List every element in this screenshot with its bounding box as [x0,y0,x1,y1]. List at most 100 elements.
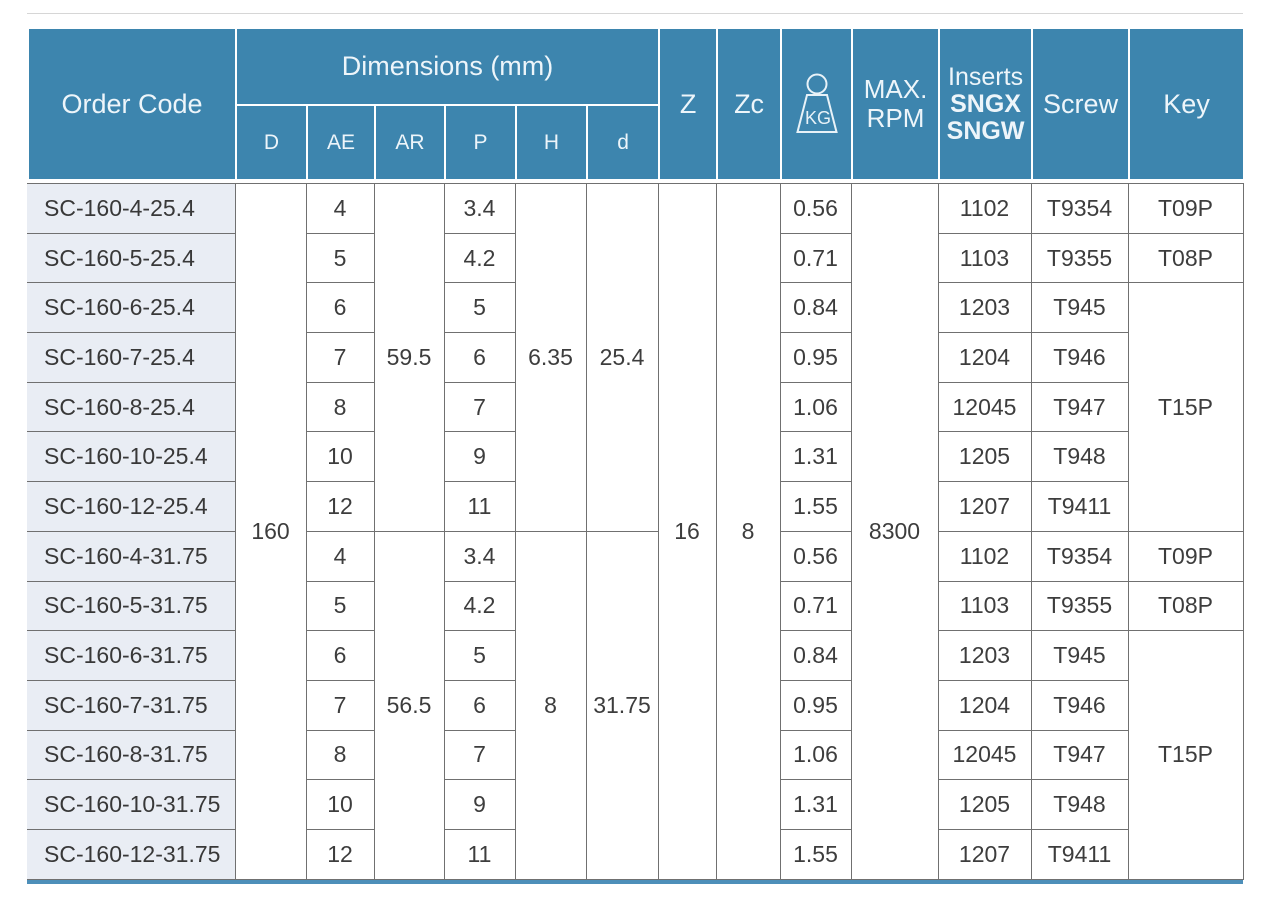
kg-cell: 0.95 [779,332,852,383]
p-cell: 5 [443,630,516,681]
zc-cell: 8 [715,183,781,880]
insert-cell: 1205 [937,779,1032,830]
table-row: SC-160-10-25.4 10 9 1.31 1205 T948 [27,431,1243,483]
screw-cell: T9354 [1030,530,1129,582]
p-cell: 4.2 [443,232,516,284]
max-rpm-line2: RPM [866,103,925,133]
p-cell: 3.4 [443,183,516,234]
ae-cell: 8 [305,729,375,781]
ar-cell: 56.5 [373,530,445,880]
screw-cell: T9355 [1030,232,1129,284]
order-code-cell: SC-160-5-25.4 [27,232,236,284]
p-cell: 6 [443,679,516,731]
order-code-cell: SC-160-6-25.4 [27,282,236,334]
order-code-cell: SC-160-8-25.4 [27,381,236,433]
order-code-cell: SC-160-7-31.75 [27,679,236,731]
table-row: SC-160-4-31.75 4 56.5 3.4 8 31.75 0.56 1… [27,530,1244,880]
p-cell: 3.4 [443,530,516,582]
order-code-cell: SC-160-4-31.75 [27,530,236,582]
screw-cell: T946 [1030,332,1129,383]
ae-cell: 5 [305,232,375,284]
order-code-cell: SC-160-8-31.75 [27,729,236,781]
ae-cell: 7 [305,679,375,731]
kg-cell: 1.06 [779,381,852,433]
order-code-cell: SC-160-12-25.4 [27,481,236,532]
ae-cell: 10 [305,779,375,830]
header-order-code: Order Code [27,27,237,181]
p-cell: 5 [443,282,516,334]
insert-cell: 1207 [937,481,1032,532]
header-dim-h: H [515,104,588,181]
kg-cell: 0.95 [779,679,852,731]
key-cell-merged: T15P [1127,282,1244,532]
order-code-cell: SC-160-7-25.4 [27,332,236,383]
h-cell: 6.35 [514,183,587,532]
header-max-rpm: MAX. RPM [851,27,941,181]
insert-cell: 1102 [937,530,1032,582]
header-screw: Screw [1031,27,1131,181]
header-zc: Zc [716,27,783,181]
header-z: Z [658,27,719,181]
header-dim-ae: AE [306,104,376,181]
header-dim-ar: AR [374,104,446,181]
kg-cell: 0.56 [779,530,852,582]
order-code-cell: SC-160-10-31.75 [27,779,236,830]
key-cell: T08P [1127,580,1244,632]
key-cell: T09P [1127,183,1244,234]
screw-cell: T945 [1030,630,1129,681]
bottom-accent-bar [27,879,1243,884]
max-rpm-line1: MAX. [863,73,928,104]
header-dimensions: Dimensions (mm) [234,27,661,106]
screw-cell: T945 [1030,282,1129,334]
header-dim-d-bore: d [585,104,661,181]
order-code-cell: SC-160-10-25.4 [27,431,236,483]
table-row: SC-160-8-31.75 8 7 1.06 12045 T947 [27,729,1243,781]
h-cell: 8 [514,530,587,880]
kg-cell: 1.06 [779,729,852,781]
ar-cell: 59.5 [373,183,445,532]
kg-cell: 1.55 [779,481,852,532]
insert-cell: 12045 [937,381,1032,433]
max-rpm-cell: 8300 [850,183,939,880]
header-dim-p: P [444,104,517,181]
table-row: SC-160-7-25.4 7 6 0.95 1204 T946 [27,332,1243,383]
kg-cell: 0.71 [779,232,852,284]
ae-cell: 12 [305,481,375,532]
table-row: SC-160-4-25.4 160 4 59.5 3.4 6.35 25.4 1… [27,183,1244,880]
p-cell: 4.2 [443,580,516,632]
key-cell: T08P [1127,232,1244,284]
ae-cell: 12 [305,828,375,880]
insert-cell: 1203 [937,282,1032,334]
order-code-cell: SC-160-6-31.75 [27,630,236,681]
kg-cell: 0.84 [779,282,852,334]
ae-cell: 7 [305,332,375,383]
bore-d-cell: 25.4 [585,183,659,532]
table-row: SC-160-12-31.75 12 11 1.55 1207 T9411 [27,828,1243,880]
insert-cell: 12045 [937,729,1032,781]
p-cell: 9 [443,779,516,830]
ae-cell: 5 [305,580,375,632]
table-row: SC-160-5-31.75 5 4.2 0.71 1103 T9355 T08… [27,580,1244,632]
p-cell: 11 [443,481,516,532]
header-weight: KG [780,27,854,181]
table-row: SC-160-12-25.4 12 11 1.55 1207 T9411 [27,481,1243,532]
bore-d-cell: 31.75 [585,530,659,880]
kg-cell: 0.71 [779,580,852,632]
spec-table-header: Order Code Dimensions (mm) Z Zc KG MAX. … [27,27,1246,181]
screw-cell: T946 [1030,679,1129,731]
weight-kg-icon: KG [795,73,838,133]
ae-cell: 8 [305,381,375,433]
screw-cell: T9411 [1030,828,1129,880]
p-cell: 11 [443,828,516,880]
insert-cell: 1103 [937,580,1032,632]
kg-cell: 1.55 [779,828,852,880]
kg-cell: 1.31 [779,779,852,830]
z-cell: 16 [657,183,717,880]
weight-kg-label: KG [805,108,831,128]
p-cell: 6 [443,332,516,383]
header-inserts: Inserts SNGX SNGW [938,27,1034,181]
table-row: SC-160-6-25.4 6 5 0.84 1203 T945 T15P [27,282,1244,532]
key-cell: T09P [1127,530,1244,582]
inserts-sngx: SNGX [950,89,1021,118]
screw-cell: T947 [1030,381,1129,433]
